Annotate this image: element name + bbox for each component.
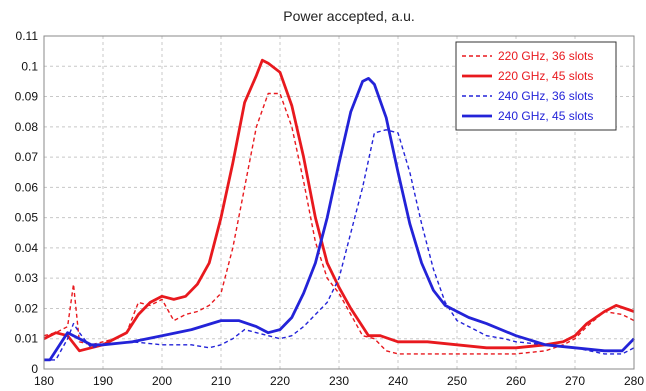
y-tick-label: 0 <box>31 362 38 376</box>
y-tick-label: 0.1 <box>21 59 38 73</box>
y-tick-label: 0.07 <box>15 150 39 164</box>
y-tick-label: 0.05 <box>15 211 39 225</box>
legend-entry-3: 240 GHz, 36 slots <box>498 89 593 103</box>
y-tick-label: 0.09 <box>15 90 39 104</box>
legend: 220 GHz, 36 slots 220 GHz, 45 slots 240 GH… <box>455 41 617 131</box>
series-line-2 <box>43 58 635 353</box>
x-tick-label: 200 <box>152 374 172 388</box>
legend-entry-2: 220 GHz, 45 slots <box>498 69 593 83</box>
x-tick-label: 280 <box>624 374 644 388</box>
series-layer <box>43 58 636 362</box>
y-tick-label: 0.02 <box>15 301 39 315</box>
legend-entry-1: 220 GHz, 36 slots <box>498 49 593 63</box>
series-line-4 <box>44 77 636 362</box>
x-tick-label: 210 <box>211 374 231 388</box>
chart-title: Power accepted, a.u. <box>283 8 415 24</box>
y-tick-label: 0.03 <box>15 271 39 285</box>
y-tick-label: 0.06 <box>15 180 39 194</box>
x-tick-label: 240 <box>388 374 408 388</box>
y-tick-label: 0.11 <box>16 29 39 43</box>
y-tick-label: 0.04 <box>15 241 39 255</box>
plot-frame <box>43 35 635 370</box>
x-tick-label: 270 <box>565 374 585 388</box>
y-tick-label: 0.01 <box>15 332 39 346</box>
legend-entry-4: 240 GHz, 45 slots <box>498 109 593 123</box>
x-tick-label: 180 <box>34 374 54 388</box>
x-tick-label: 190 <box>93 374 113 388</box>
x-tick-label: 260 <box>506 374 526 388</box>
tick-labels: 180 190 200 210 220 230 240 250 260 270 280 0 0.01 0.… <box>15 29 645 388</box>
x-tick-label: 250 <box>447 374 467 388</box>
x-tick-label: 220 <box>270 374 290 388</box>
y-tick-label: 0.08 <box>15 120 39 134</box>
x-tick-label: 230 <box>329 374 349 388</box>
